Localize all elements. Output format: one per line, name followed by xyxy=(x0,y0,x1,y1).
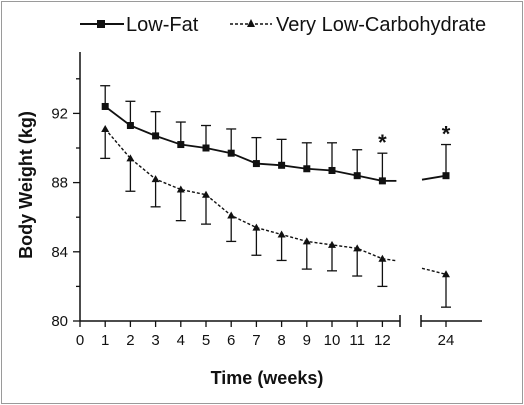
vlc-point xyxy=(353,244,362,252)
low-fat-point xyxy=(252,160,260,168)
y-tick-label: 92 xyxy=(51,105,68,122)
vlc-point xyxy=(378,254,387,262)
vlc-point xyxy=(442,270,450,278)
x-tick-label: 6 xyxy=(227,332,235,349)
x-axis-title: Time (weeks) xyxy=(211,368,324,388)
y-axis-title: Body Weight (kg) xyxy=(16,111,36,259)
x-tick-label: 3 xyxy=(151,332,159,349)
x-tick-label: 1 xyxy=(101,332,109,349)
x-tick-label: 24 xyxy=(438,332,455,349)
y-tick-label: 88 xyxy=(51,175,68,192)
vlc-point xyxy=(151,175,160,183)
vlc-break-stub-right xyxy=(421,267,447,275)
x-tick-label: 2 xyxy=(126,332,134,349)
vlc-point xyxy=(176,185,185,193)
low-fat-point xyxy=(126,122,134,130)
vlc-point xyxy=(202,190,210,198)
vlc-line xyxy=(104,128,383,260)
legend-vlc-label: Very Low-Carbohydrate xyxy=(276,14,486,36)
legend: Low-Fat Very Low-Carbohydrate xyxy=(80,14,486,36)
y-tick-label: 84 xyxy=(51,244,68,261)
series-very-low-carb xyxy=(100,124,451,308)
vlc-point xyxy=(101,124,110,132)
low-fat-point xyxy=(278,161,286,169)
legend-low-fat-marker xyxy=(97,20,105,28)
x-tick-label: 4 xyxy=(177,332,185,349)
x-tick-label: 10 xyxy=(324,332,341,349)
low-fat-point xyxy=(328,166,336,174)
low-fat-point xyxy=(378,177,386,185)
significance-star: * xyxy=(378,130,387,155)
x-tick-label: 8 xyxy=(277,332,285,349)
low-fat-point xyxy=(303,165,311,173)
low-fat-line xyxy=(104,105,383,182)
x-tick-label: 11 xyxy=(349,332,365,349)
vlc-point xyxy=(227,211,236,219)
low-fat-break-stub-right xyxy=(421,174,447,181)
x-tick-label: 5 xyxy=(202,332,210,349)
x-tick-label: 7 xyxy=(252,332,260,349)
vlc-point xyxy=(126,154,135,162)
y-tick-label: 80 xyxy=(51,313,68,330)
x-tick-label: 0 xyxy=(76,332,84,349)
low-fat-point xyxy=(101,102,109,110)
low-fat-point xyxy=(442,172,450,180)
legend-low-fat-label: Low-Fat xyxy=(126,14,199,36)
x-tick-label: 9 xyxy=(303,332,311,349)
vlc-point xyxy=(277,230,286,238)
legend-vlc-marker xyxy=(247,19,255,27)
low-fat-point xyxy=(202,144,210,152)
significance-star: * xyxy=(442,122,451,147)
low-fat-point xyxy=(353,172,361,180)
x-tick-label: 12 xyxy=(374,332,391,349)
low-fat-point xyxy=(152,132,160,140)
low-fat-point xyxy=(177,141,185,149)
low-fat-point xyxy=(227,149,235,157)
vlc-point xyxy=(252,223,261,231)
vlc-point xyxy=(302,237,311,245)
series-low-fat xyxy=(100,85,451,185)
series-layer: * * xyxy=(100,85,451,308)
vlc-point xyxy=(328,240,336,248)
